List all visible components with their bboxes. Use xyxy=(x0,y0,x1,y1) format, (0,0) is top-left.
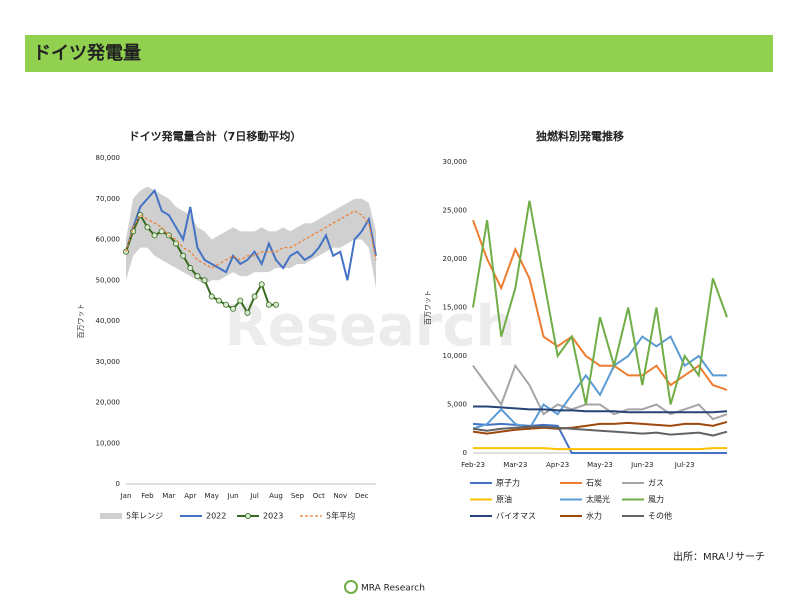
series-line xyxy=(473,447,727,451)
point xyxy=(172,240,179,247)
legend-label: 5年レンジ xyxy=(126,511,163,521)
point xyxy=(272,301,279,308)
legend-label: 2022 xyxy=(206,512,226,521)
x-tick-label: Mar xyxy=(162,492,175,500)
point xyxy=(130,228,137,235)
x-tick-label: Dec xyxy=(355,492,369,500)
point xyxy=(251,293,258,300)
x-tick-label: Jun-23 xyxy=(630,461,653,469)
point xyxy=(194,273,201,280)
legend-marker xyxy=(244,513,251,520)
y-tick-label: 20,000 xyxy=(96,399,121,407)
point xyxy=(244,309,251,316)
point xyxy=(180,252,187,259)
legend-label: 風力 xyxy=(648,494,664,504)
x-tick-label: Aug xyxy=(269,492,283,500)
series-line xyxy=(125,210,377,269)
series-line xyxy=(472,363,728,421)
legend-label: 2023 xyxy=(263,512,283,521)
x-tick-label: Sep xyxy=(291,492,305,500)
legend-label: 石炭 xyxy=(586,479,602,488)
header-bar xyxy=(25,35,773,72)
series-line xyxy=(472,335,727,430)
legend-label: ガス xyxy=(648,478,664,488)
x-tick-label: Apr xyxy=(184,492,196,500)
x-tick-label: Jan xyxy=(120,492,132,500)
series-line xyxy=(472,200,728,405)
point xyxy=(215,297,222,304)
x-tick-label: May-23 xyxy=(587,461,613,469)
source: 出所：MRAリサーチ xyxy=(673,550,765,563)
series-line xyxy=(472,219,728,391)
range-band xyxy=(126,186,376,289)
y-tick-label: 80,000 xyxy=(96,154,121,162)
x-tick-label: Feb-23 xyxy=(461,461,485,469)
y-tick-label: 70,000 xyxy=(96,195,121,203)
y-tick-label: 40,000 xyxy=(96,317,121,325)
y-tick-label: 50,000 xyxy=(96,276,121,284)
x-tick-label: Mar-23 xyxy=(503,461,527,469)
legend-label: 原子力 xyxy=(496,478,520,488)
legend-label: 原油 xyxy=(496,494,512,504)
y-tick-label: 15,000 xyxy=(443,304,468,312)
point xyxy=(230,305,237,312)
y-tick-label: 30,000 xyxy=(96,358,121,366)
legend-label: バイオマス xyxy=(496,512,536,521)
series-line xyxy=(473,405,728,414)
point xyxy=(222,301,229,308)
legend-label: その他 xyxy=(648,511,672,521)
x-tick-label: Nov xyxy=(333,492,347,500)
y-axis-label: 百万ワット xyxy=(424,290,432,325)
y-tick-label: 5,000 xyxy=(447,401,467,409)
series-line xyxy=(125,212,276,316)
y-tick-label: 0 xyxy=(116,480,120,488)
x-tick-label: Jul-23 xyxy=(674,461,695,469)
y-tick-label: 25,000 xyxy=(443,207,468,215)
x-tick-label: May xyxy=(204,492,218,500)
chart-title: 独燃料別発電推移 xyxy=(535,129,624,143)
slide-title: ドイツ発電量 xyxy=(33,42,141,64)
y-axis-label: 百万ワット xyxy=(77,304,85,339)
point xyxy=(258,281,265,288)
series-line xyxy=(125,188,377,281)
point xyxy=(137,212,144,219)
x-tick-label: Feb xyxy=(141,492,154,500)
y-tick-label: 20,000 xyxy=(443,255,468,263)
legend-label: 水力 xyxy=(586,511,602,521)
x-tick-label: Apr-23 xyxy=(546,461,569,469)
chart-title: ドイツ発電量合計（7日移動平均） xyxy=(129,129,302,143)
point xyxy=(187,265,194,272)
y-tick-label: 10,000 xyxy=(443,352,468,360)
y-tick-label: 60,000 xyxy=(96,236,121,244)
x-tick-label: Oct xyxy=(313,492,325,500)
point xyxy=(201,277,208,284)
series-line xyxy=(472,425,728,437)
point xyxy=(265,301,272,308)
x-tick-label: Jul xyxy=(249,492,259,500)
y-tick-label: 30,000 xyxy=(443,158,468,166)
point xyxy=(151,232,158,239)
series-line xyxy=(472,420,728,435)
point xyxy=(158,228,165,235)
legend-label: 太陽光 xyxy=(586,494,610,504)
point xyxy=(144,224,151,231)
point xyxy=(208,293,215,300)
point xyxy=(237,297,244,304)
logo-text: MRA Research xyxy=(361,584,425,594)
y-tick-label: 0 xyxy=(463,449,467,457)
y-tick-label: 10,000 xyxy=(96,439,121,447)
logo-icon xyxy=(344,580,358,594)
x-tick-label: Jun xyxy=(227,492,239,500)
legend-label: 5年平均 xyxy=(326,511,355,521)
